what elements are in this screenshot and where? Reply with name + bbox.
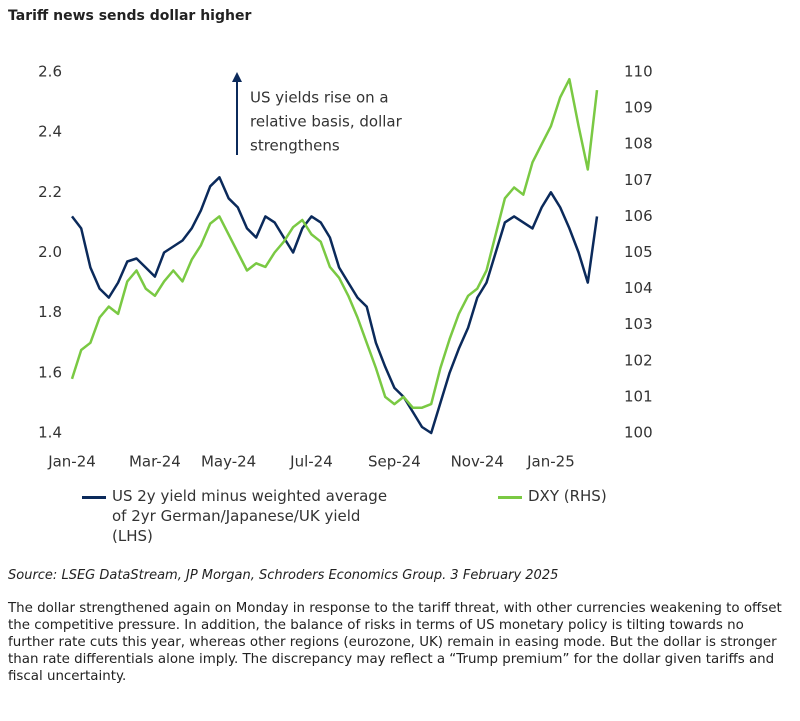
legend-item: DXY (RHS) <box>498 486 658 506</box>
y2-tick-label: 105 <box>624 243 653 261</box>
x-tick-label: Jan-25 <box>526 453 575 471</box>
source: Source: LSEG DataStream, JP Morgan, Schr… <box>8 568 559 583</box>
chart: US yields rise on a relative basis, doll… <box>38 63 653 471</box>
x-tick-label: Nov-24 <box>451 453 504 471</box>
y2-tick-label: 107 <box>624 171 653 189</box>
y-tick-label: 2.4 <box>38 123 62 141</box>
y2-tick-label: 104 <box>624 279 653 297</box>
x-tick-label: Mar-24 <box>129 453 181 471</box>
x-tick-label: Sep-24 <box>368 453 421 471</box>
legend-item: US 2y yield minus weighted average of 2y… <box>82 486 402 546</box>
y2-tick-label: 110 <box>624 63 653 81</box>
y-tick-label: 1.4 <box>38 424 62 442</box>
annotation-arrowhead <box>232 72 242 82</box>
y2-tick-label: 103 <box>624 315 653 333</box>
y-tick-label: 2.2 <box>38 183 62 201</box>
annotation: relative basis, dollar <box>250 113 403 131</box>
y-tick-label: 1.6 <box>38 363 62 381</box>
x-tick-label: Jan-24 <box>47 453 96 471</box>
annotation: strengthens <box>250 137 340 155</box>
chart-title: Tariff news sends dollar higher <box>8 8 252 24</box>
legend-label: US 2y yield minus weighted average of 2y… <box>112 487 388 545</box>
series-line <box>71 176 599 435</box>
y2-tick-label: 108 <box>624 135 653 153</box>
x-tick-label: Jul-24 <box>289 453 333 471</box>
y2-tick-label: 106 <box>624 207 653 225</box>
x-tick-label: May-24 <box>201 453 256 471</box>
y2-tick-label: 109 <box>624 99 653 117</box>
annotation: US yields rise on a <box>250 89 389 107</box>
legend-swatch <box>498 496 522 499</box>
y-tick-label: 1.8 <box>38 303 62 321</box>
y2-tick-label: 100 <box>624 424 653 442</box>
y-tick-label: 2.6 <box>38 63 62 81</box>
note: The dollar strengthened again on Monday … <box>8 601 782 684</box>
legend-swatch <box>82 496 106 499</box>
series-line <box>70 77 599 409</box>
y2-tick-label: 101 <box>624 387 653 405</box>
y-tick-label: 2.0 <box>38 243 62 261</box>
legend-label: DXY (RHS) <box>528 487 607 505</box>
y2-tick-label: 102 <box>624 351 653 369</box>
